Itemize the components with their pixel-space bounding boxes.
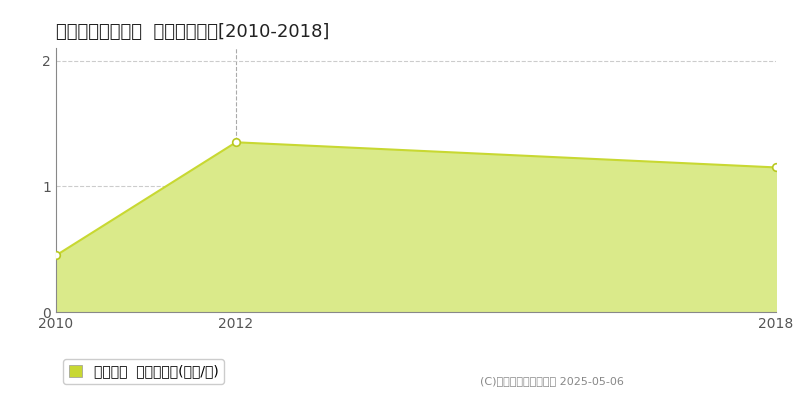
Point bbox=[50, 252, 62, 259]
Point bbox=[770, 164, 782, 171]
Legend: 土地価格  平均坪単価(万円/坪): 土地価格 平均坪単価(万円/坪) bbox=[63, 359, 224, 384]
Point bbox=[230, 139, 242, 146]
Text: 磯城郡川西町梅戸  土地価格推移[2010-2018]: 磯城郡川西町梅戸 土地価格推移[2010-2018] bbox=[56, 23, 330, 41]
Text: (C)土地価格ドットコム 2025-05-06: (C)土地価格ドットコム 2025-05-06 bbox=[480, 376, 624, 386]
